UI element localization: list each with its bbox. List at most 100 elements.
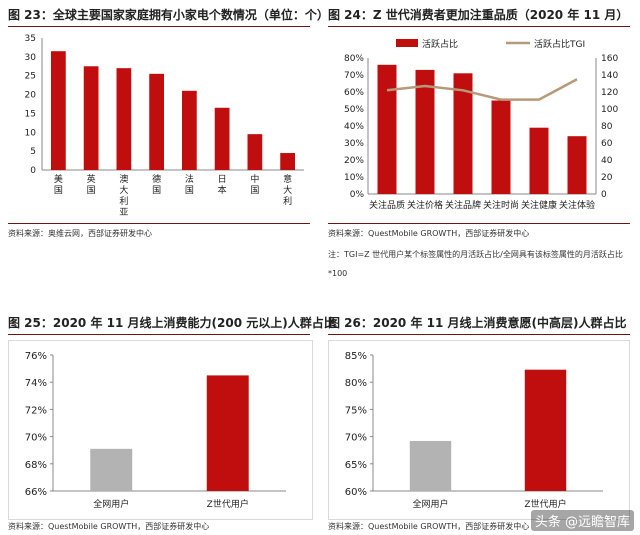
x-tick-label-0: 美国	[54, 173, 63, 196]
figure-23-bottom-rule	[8, 223, 310, 224]
chart-26: 60% 65% 70% 75% 80% 85% 全网用户 Z世代用户	[328, 340, 630, 520]
bar-1	[206, 375, 249, 491]
x-tick-label-4: 法国	[185, 173, 194, 196]
x-tick-label-0: 全网用户	[93, 498, 129, 510]
y-tick-label-1: 65%	[345, 460, 367, 471]
chart-25: 66% 68% 70% 72% 74% 76% 全网用户 Z世代用户	[8, 340, 313, 520]
y-right-tick-label-0: 0	[601, 190, 607, 200]
y-left-tick-label-4: 40%	[344, 122, 364, 132]
bar-1	[524, 369, 567, 491]
bar-7	[280, 153, 295, 170]
bar-0	[51, 51, 66, 171]
y-right-tick-label-7: 140	[601, 71, 618, 81]
figure-24-bottom-rule	[328, 223, 630, 224]
figure-24-note-line-2: *100	[328, 269, 348, 278]
y-right-tick-label-2: 40	[601, 156, 613, 166]
x-tick-label-7: 意大利	[283, 173, 292, 207]
y-tick-label-0: 0	[30, 166, 36, 176]
y-tick-label-4: 20	[25, 91, 37, 101]
y-tick-label-3: 72%	[25, 405, 47, 416]
figure-24-panel: 图 24：Z 世代消费者更加注重品质（2020 年 11 月） 活跃占比 活跃占比…	[328, 6, 633, 286]
x-tick-label-5: 关注体验	[559, 199, 595, 211]
y-tick-label-3: 75%	[345, 405, 367, 416]
bar-2	[453, 73, 473, 194]
x-tick-label-1: 英国	[87, 173, 96, 196]
bar-4	[529, 127, 549, 194]
x-tick-label-5: 日本	[218, 174, 227, 196]
bar-3	[491, 100, 511, 194]
y-left-tick-label-7: 70%	[344, 71, 364, 81]
y-left-tick-label-6: 60%	[344, 88, 364, 98]
y-left-tick-label-1: 10%	[344, 173, 364, 183]
y-tick-label-5: 85%	[345, 351, 367, 362]
bar-4	[182, 90, 197, 170]
figure-23-title-rule	[8, 26, 310, 27]
y-left-tick-label-3: 30%	[344, 139, 364, 149]
figure-26-title: 图 26：2020 年 11 月线上消费意愿(中高层)人群占比	[328, 316, 627, 330]
bar-6	[247, 134, 263, 170]
y-tick-label-5: 25	[25, 72, 36, 82]
x-tick-label-3: 德国	[152, 173, 161, 196]
legend-bar-swatch	[396, 39, 418, 47]
y-tick-label-6: 30	[25, 53, 37, 63]
bar-0	[409, 440, 452, 491]
figure-26-title-rule	[328, 334, 630, 335]
bar-5	[567, 136, 587, 194]
x-tick-label-4: 关注健康	[521, 199, 557, 211]
figure-24-note-line-1: 注：TGI=Z 世代用户某个标签属性的月活跃占比/全网具有该标签属性的月活跃占比	[328, 250, 623, 259]
figure-25-source: 资料来源：QuestMobile GROWTH，西部证券研发中心	[8, 522, 210, 531]
y-tick-label-3: 15	[25, 109, 36, 119]
y-left-tick-label-2: 20%	[344, 156, 364, 166]
y-right-tick-label-3: 60	[601, 139, 613, 149]
x-tick-label-1: 关注价格	[407, 199, 443, 211]
y-tick-label-4: 74%	[25, 378, 47, 389]
figure-25-panel: 图 25：2020 年 11 月线上消费能力(200 元以上)人群占比 66% 6…	[8, 314, 336, 534]
figure-26-source: 资料来源：QuestMobile GROWTH，西部证券研发中心	[328, 522, 530, 531]
legend-line-label: 活跃占比TGI	[534, 38, 585, 50]
watermark: 头条 @远瞻智库	[530, 510, 634, 531]
bar-0	[90, 448, 133, 491]
figure-25-title-rule	[8, 334, 310, 335]
legend-bar-label: 活跃占比	[422, 38, 458, 50]
bar-1	[83, 66, 99, 170]
figure-24-title: 图 24：Z 世代消费者更加注重品质（2020 年 11 月）	[328, 8, 629, 22]
figure-24-source: 资料来源：QuestMobile GROWTH，西部证券研发中心	[328, 229, 530, 238]
x-tick-label-2: 澳大利亚	[119, 173, 128, 218]
y-tick-label-2: 70%	[345, 433, 367, 444]
bar-1	[415, 69, 435, 194]
chart-24: 活跃占比 活跃占比TGI 0% 10% 20% 30% 40% 50% 60% 70% 80% 0 20…	[344, 38, 618, 211]
bar-2	[116, 68, 132, 170]
chart-23: 0 5 10 15 20 25 30 35 美国 英国 澳大利亚 德国 法国 日本 中国 意大利	[25, 34, 304, 218]
bar-5	[214, 107, 230, 170]
figure-25-title: 图 25：2020 年 11 月线上消费能力(200 元以上)人群占比	[8, 316, 336, 330]
figure-23-source: 资料来源：奥维云网，西部证券研发中心	[8, 229, 152, 238]
y-tick-label-5: 76%	[25, 351, 47, 362]
bar-0	[377, 64, 397, 194]
y-tick-label-2: 70%	[25, 433, 47, 444]
y-right-tick-label-4: 80	[601, 122, 613, 132]
y-right-tick-label-5: 100	[601, 105, 618, 115]
x-tick-label-3: 关注时尚	[483, 199, 519, 211]
y-tick-label-7: 35	[25, 34, 36, 44]
x-tick-label-1: Z世代用户	[207, 498, 249, 510]
y-tick-label-1: 5	[30, 147, 36, 157]
figure-26-panel: 图 26：2020 年 11 月线上消费意愿(中高层)人群占比 60% 65% 70…	[328, 314, 633, 534]
y-right-tick-label-1: 20	[601, 173, 613, 183]
y-left-tick-label-8: 80%	[344, 54, 364, 64]
y-left-tick-label-0: 0%	[350, 190, 365, 200]
y-tick-label-0: 66%	[25, 487, 47, 498]
x-tick-label-1: Z世代用户	[524, 498, 566, 510]
bar-3	[149, 73, 164, 170]
y-left-tick-label-5: 50%	[344, 105, 364, 115]
x-tick-label-6: 中国	[250, 173, 259, 196]
x-tick-label-0: 关注品质	[369, 199, 405, 211]
figure-23-panel: 图 23：全球主要国家家庭拥有小家电个数情况（单位：个） 0 5 10 15 20 25 3…	[8, 6, 329, 241]
y-tick-label-4: 80%	[345, 378, 367, 389]
figure-23-title: 图 23：全球主要国家家庭拥有小家电个数情况（单位：个）	[8, 8, 329, 22]
y-right-tick-label-8: 160	[601, 54, 618, 64]
y-right-tick-label-6: 120	[601, 88, 618, 98]
y-tick-label-2: 10	[25, 128, 37, 138]
y-tick-label-1: 68%	[25, 460, 47, 471]
figure-24-title-rule	[328, 26, 630, 27]
y-tick-label-0: 60%	[345, 487, 367, 498]
